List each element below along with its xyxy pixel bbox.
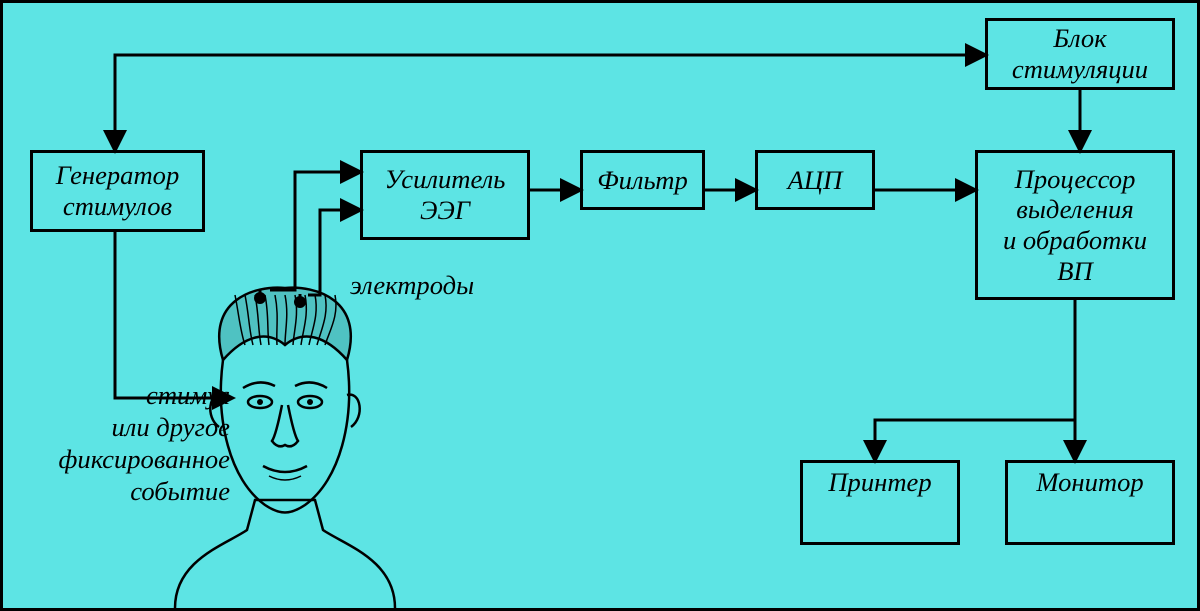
node-label: АЦП xyxy=(788,165,843,196)
node-label: Фильтр xyxy=(597,165,688,196)
diagram-canvas: Блок стимуляции Генератор стимулов Усили… xyxy=(0,0,1200,611)
node-processor: Процессор выделения и обработки ВП xyxy=(975,150,1175,300)
node-adc: АЦП xyxy=(755,150,875,210)
node-label: Блок стимуляции xyxy=(1012,23,1148,84)
node-amplifier: Усилитель ЭЭГ xyxy=(360,150,530,240)
label-stimulus: стимул или другое фиксированное событие xyxy=(20,380,230,508)
label-electrodes: электроды xyxy=(350,270,530,302)
node-stimblock: Блок стимуляции xyxy=(985,18,1175,90)
node-label: Процессор выделения и обработки ВП xyxy=(1003,164,1147,286)
node-label: Принтер xyxy=(828,467,931,498)
node-label: Монитор xyxy=(1036,467,1143,498)
node-generator: Генератор стимулов xyxy=(30,150,205,232)
node-printer: Принтер xyxy=(800,460,960,545)
node-label: Усилитель ЭЭГ xyxy=(385,164,506,225)
node-monitor: Монитор xyxy=(1005,460,1175,545)
node-label: Генератор стимулов xyxy=(56,160,180,221)
node-filter: Фильтр xyxy=(580,150,705,210)
